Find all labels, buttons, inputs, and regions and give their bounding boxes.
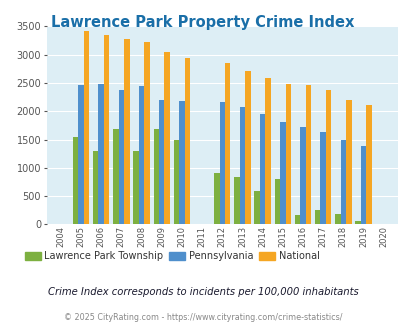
Bar bbox=[360, 146, 365, 224]
Bar bbox=[224, 63, 230, 224]
Bar bbox=[314, 210, 320, 224]
Bar bbox=[159, 100, 164, 224]
Bar bbox=[294, 215, 300, 224]
Bar bbox=[285, 83, 290, 224]
Bar bbox=[173, 140, 179, 224]
Bar bbox=[118, 90, 124, 224]
Bar bbox=[124, 39, 129, 224]
Bar bbox=[340, 140, 345, 224]
Bar bbox=[184, 57, 190, 224]
Bar bbox=[104, 35, 109, 224]
Bar bbox=[179, 101, 184, 224]
Bar bbox=[245, 71, 250, 224]
Bar bbox=[139, 86, 144, 224]
Text: © 2025 CityRating.com - https://www.cityrating.com/crime-statistics/: © 2025 CityRating.com - https://www.city… bbox=[64, 313, 341, 322]
Bar bbox=[219, 102, 224, 224]
Bar bbox=[93, 151, 98, 224]
Bar bbox=[164, 52, 169, 224]
Bar bbox=[213, 174, 219, 224]
Text: Lawrence Park Property Crime Index: Lawrence Park Property Crime Index bbox=[51, 15, 354, 30]
Bar bbox=[98, 84, 104, 224]
Bar bbox=[259, 114, 265, 224]
Bar bbox=[320, 132, 325, 224]
Bar bbox=[265, 78, 270, 224]
Bar bbox=[133, 151, 139, 224]
Bar bbox=[345, 100, 351, 224]
Bar bbox=[254, 191, 259, 224]
Legend: Lawrence Park Township, Pennsylvania, National: Lawrence Park Township, Pennsylvania, Na… bbox=[21, 248, 322, 265]
Bar bbox=[239, 107, 245, 224]
Bar bbox=[300, 127, 305, 224]
Bar bbox=[335, 214, 340, 224]
Bar bbox=[305, 85, 310, 224]
Bar bbox=[113, 129, 118, 224]
Bar bbox=[78, 85, 83, 224]
Bar bbox=[279, 122, 285, 224]
Bar bbox=[144, 42, 149, 224]
Bar bbox=[274, 179, 279, 224]
Bar bbox=[83, 31, 89, 224]
Bar bbox=[325, 90, 330, 224]
Text: Crime Index corresponds to incidents per 100,000 inhabitants: Crime Index corresponds to incidents per… bbox=[47, 287, 358, 297]
Bar bbox=[72, 137, 78, 224]
Bar bbox=[354, 221, 360, 224]
Bar bbox=[234, 177, 239, 224]
Bar bbox=[365, 105, 371, 224]
Bar bbox=[153, 129, 159, 224]
